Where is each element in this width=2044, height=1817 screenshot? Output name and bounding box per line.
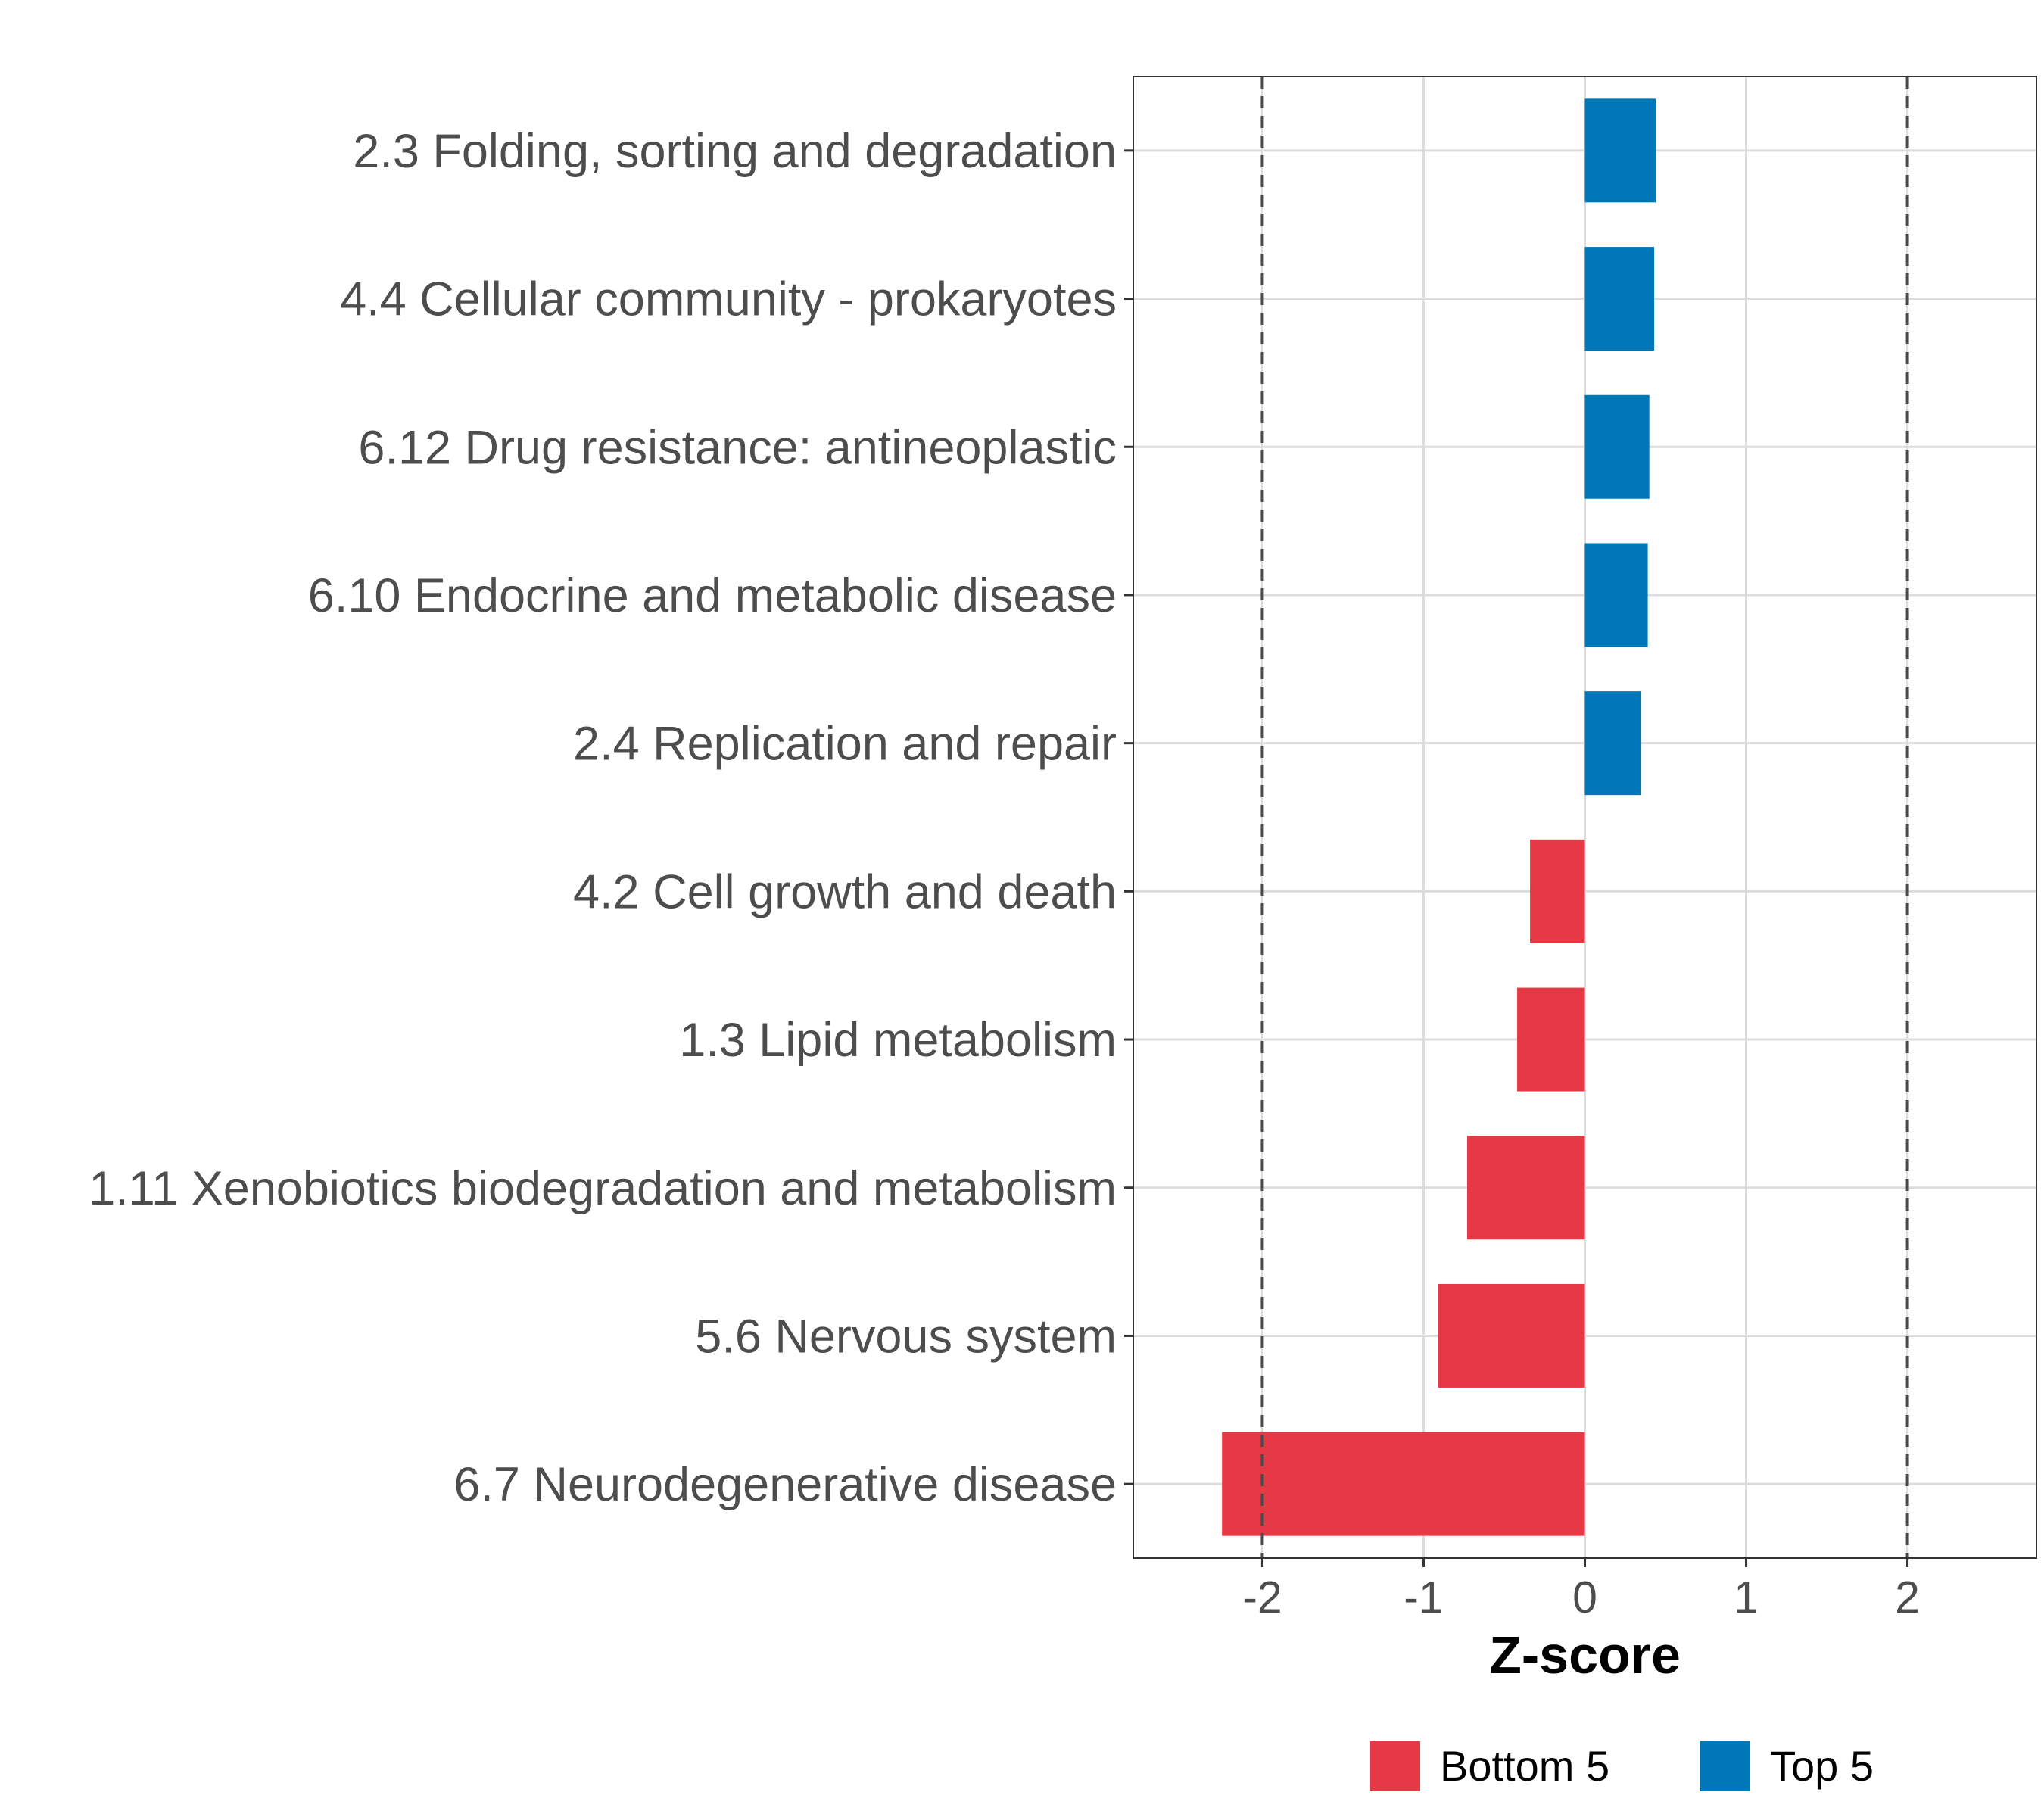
x-ticks: -2 -1 0 1 2 [1242, 1558, 1920, 1622]
bar [1584, 98, 1656, 203]
bar [1584, 247, 1655, 351]
x-axis-title: Z-score [1489, 1625, 1681, 1685]
bar [1584, 691, 1642, 796]
bars-layer [1222, 98, 1656, 1536]
x-tick-label: -2 [1242, 1572, 1282, 1622]
category-label: 6.12 Drug resistance: antineoplastic [358, 421, 1117, 474]
bar [1584, 394, 1650, 499]
y-ticks [1124, 149, 1133, 1485]
legend: Bottom 5 Top 5 [1370, 1741, 1874, 1791]
legend-swatch [1370, 1741, 1420, 1791]
x-tick-label: 0 [1572, 1572, 1597, 1622]
category-label: 2.4 Replication and repair [573, 718, 1117, 771]
legend-swatch [1700, 1741, 1750, 1791]
bar [1584, 543, 1648, 647]
bar [1222, 1432, 1585, 1536]
reference-lines [1260, 76, 1909, 1558]
category-label: 2.3 Folding, sorting and degradation [353, 125, 1117, 178]
category-label: 6.10 Endocrine and metabolic disease [308, 569, 1117, 622]
bar [1438, 1283, 1585, 1388]
bar [1517, 987, 1585, 1092]
category-labels: 2.3 Folding, sorting and degradation 4.4 … [89, 125, 1117, 1511]
category-label: 5.6 Nervous system [695, 1310, 1117, 1363]
category-label: 1.11 Xenobiotics biodegradation and meta… [89, 1162, 1117, 1215]
category-label: 6.7 Neurodegenerative disease [453, 1458, 1117, 1511]
category-label: 4.2 Cell growth and death [573, 865, 1117, 918]
bar [1466, 1136, 1585, 1240]
x-tick-label: -1 [1404, 1572, 1443, 1622]
x-tick-label: 1 [1734, 1572, 1759, 1622]
bar [1530, 839, 1585, 943]
x-tick-label: 2 [1895, 1572, 1920, 1622]
legend-label: Top 5 [1770, 1742, 1874, 1790]
legend-label: Bottom 5 [1440, 1742, 1609, 1790]
category-label: 4.4 Cellular community - prokaryotes [340, 273, 1117, 326]
category-label: 1.3 Lipid metabolism [679, 1014, 1117, 1067]
